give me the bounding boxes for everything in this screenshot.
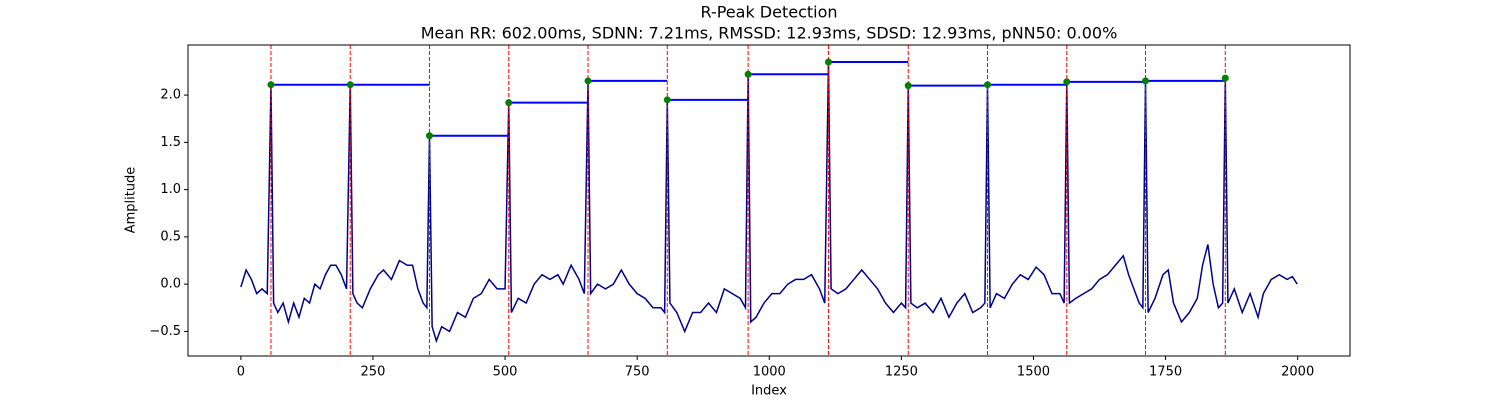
y-tick-label: 1.0 bbox=[160, 182, 181, 197]
peak-marker bbox=[267, 81, 275, 89]
x-tick-label: 750 bbox=[625, 365, 650, 380]
peak-marker bbox=[584, 77, 592, 85]
y-axis-label: Amplitude bbox=[124, 167, 139, 234]
chart-title: R-Peak Detection bbox=[700, 3, 837, 22]
y-tick-label: 2.0 bbox=[160, 88, 181, 103]
x-tick-label: 2000 bbox=[1281, 365, 1314, 380]
peak-marker bbox=[1221, 74, 1229, 82]
peak-marker bbox=[1142, 77, 1150, 85]
y-tick-label: 1.5 bbox=[160, 135, 181, 150]
peak-marker bbox=[904, 82, 912, 90]
x-tick-label: 1750 bbox=[1149, 365, 1182, 380]
peak-marker bbox=[663, 96, 671, 104]
chart-subtitle: Mean RR: 602.00ms, SDNN: 7.21ms, RMSSD: … bbox=[421, 24, 1118, 43]
x-tick-label: 1500 bbox=[1017, 365, 1050, 380]
x-tick-label: 500 bbox=[493, 365, 518, 380]
peak-marker bbox=[346, 81, 354, 89]
y-tick-label: 0.0 bbox=[160, 277, 181, 292]
peak-marker bbox=[984, 81, 992, 89]
peak-marker bbox=[744, 70, 752, 78]
x-tick-label: 1000 bbox=[753, 365, 786, 380]
x-axis-label: Index bbox=[751, 384, 787, 399]
x-tick-label: 250 bbox=[361, 365, 386, 380]
y-tick-label: −0.5 bbox=[149, 324, 181, 339]
x-tick-label: 1250 bbox=[885, 365, 918, 380]
peak-marker bbox=[824, 58, 832, 66]
plot-frame bbox=[187, 44, 1351, 357]
peak-marker bbox=[505, 99, 513, 107]
peak-marker bbox=[1063, 78, 1071, 86]
x-tick-label: 0 bbox=[237, 365, 245, 380]
y-tick-label: 0.5 bbox=[160, 229, 181, 244]
signal-line bbox=[240, 62, 1298, 344]
peak-marker bbox=[425, 132, 433, 140]
